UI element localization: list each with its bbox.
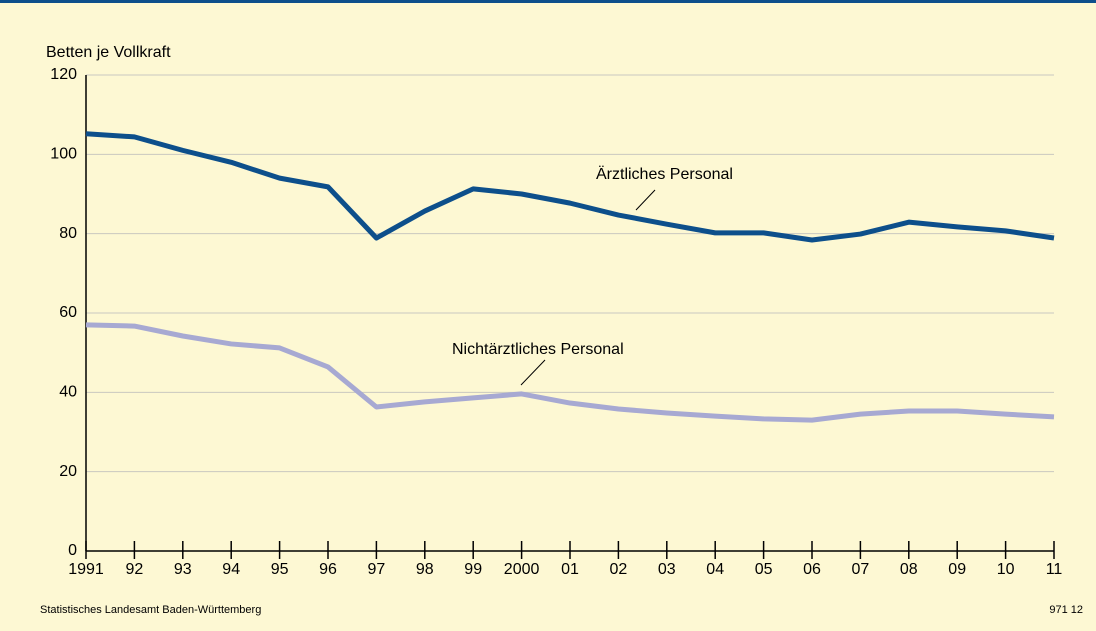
top-rule	[0, 0, 1096, 3]
y-tick-label: 40	[59, 384, 77, 401]
x-tick-label: 06	[803, 561, 821, 578]
x-tick-label: 01	[561, 561, 579, 578]
y-tick-label: 20	[59, 463, 77, 480]
series-label: Ärztliches Personal	[596, 165, 733, 183]
x-tick-label: 96	[319, 561, 337, 578]
series-line	[85, 131, 1055, 243]
y-tick-label: 120	[50, 66, 77, 83]
y-tick-label: 80	[59, 225, 77, 242]
y-tick-label: 60	[59, 304, 77, 321]
x-tick-label: 95	[271, 561, 289, 578]
x-tick-label: 08	[900, 561, 918, 578]
y-tick-label: 100	[50, 146, 77, 163]
source: Statistisches Landesamt Baden-Württember…	[40, 604, 261, 616]
x-tick-label: 11	[1046, 561, 1063, 578]
x-tick-label: 07	[852, 561, 870, 578]
plot	[85, 131, 1055, 423]
grid	[85, 74, 1055, 559]
x-tick-label: 94	[222, 561, 240, 578]
label-leader	[635, 189, 656, 211]
x-tick-label: 03	[658, 561, 676, 578]
x-tick-label: 99	[464, 561, 482, 578]
x-tick-label: 09	[948, 561, 966, 578]
series-line	[85, 322, 1055, 423]
x-tick-label: 02	[610, 561, 628, 578]
y-axis-label: Betten je Vollkraft	[46, 44, 171, 61]
x-tick-label: 92	[126, 561, 144, 578]
x-tick-label: 04	[706, 561, 724, 578]
x-tick-label: 93	[174, 561, 192, 578]
y-tick-label: 0	[68, 542, 77, 559]
series-label: Nichtärztliches Personal	[452, 341, 624, 358]
x-tick-label: 05	[755, 561, 773, 578]
chart-code: 971 12	[1049, 604, 1083, 616]
x-tick-label: 10	[997, 561, 1015, 578]
x-tick-label: 2000	[504, 561, 540, 578]
x-tick-label: 1991	[68, 561, 104, 578]
x-tick-label: 98	[416, 561, 434, 578]
x-tick-label: 97	[368, 561, 386, 578]
label-leader	[520, 359, 546, 386]
